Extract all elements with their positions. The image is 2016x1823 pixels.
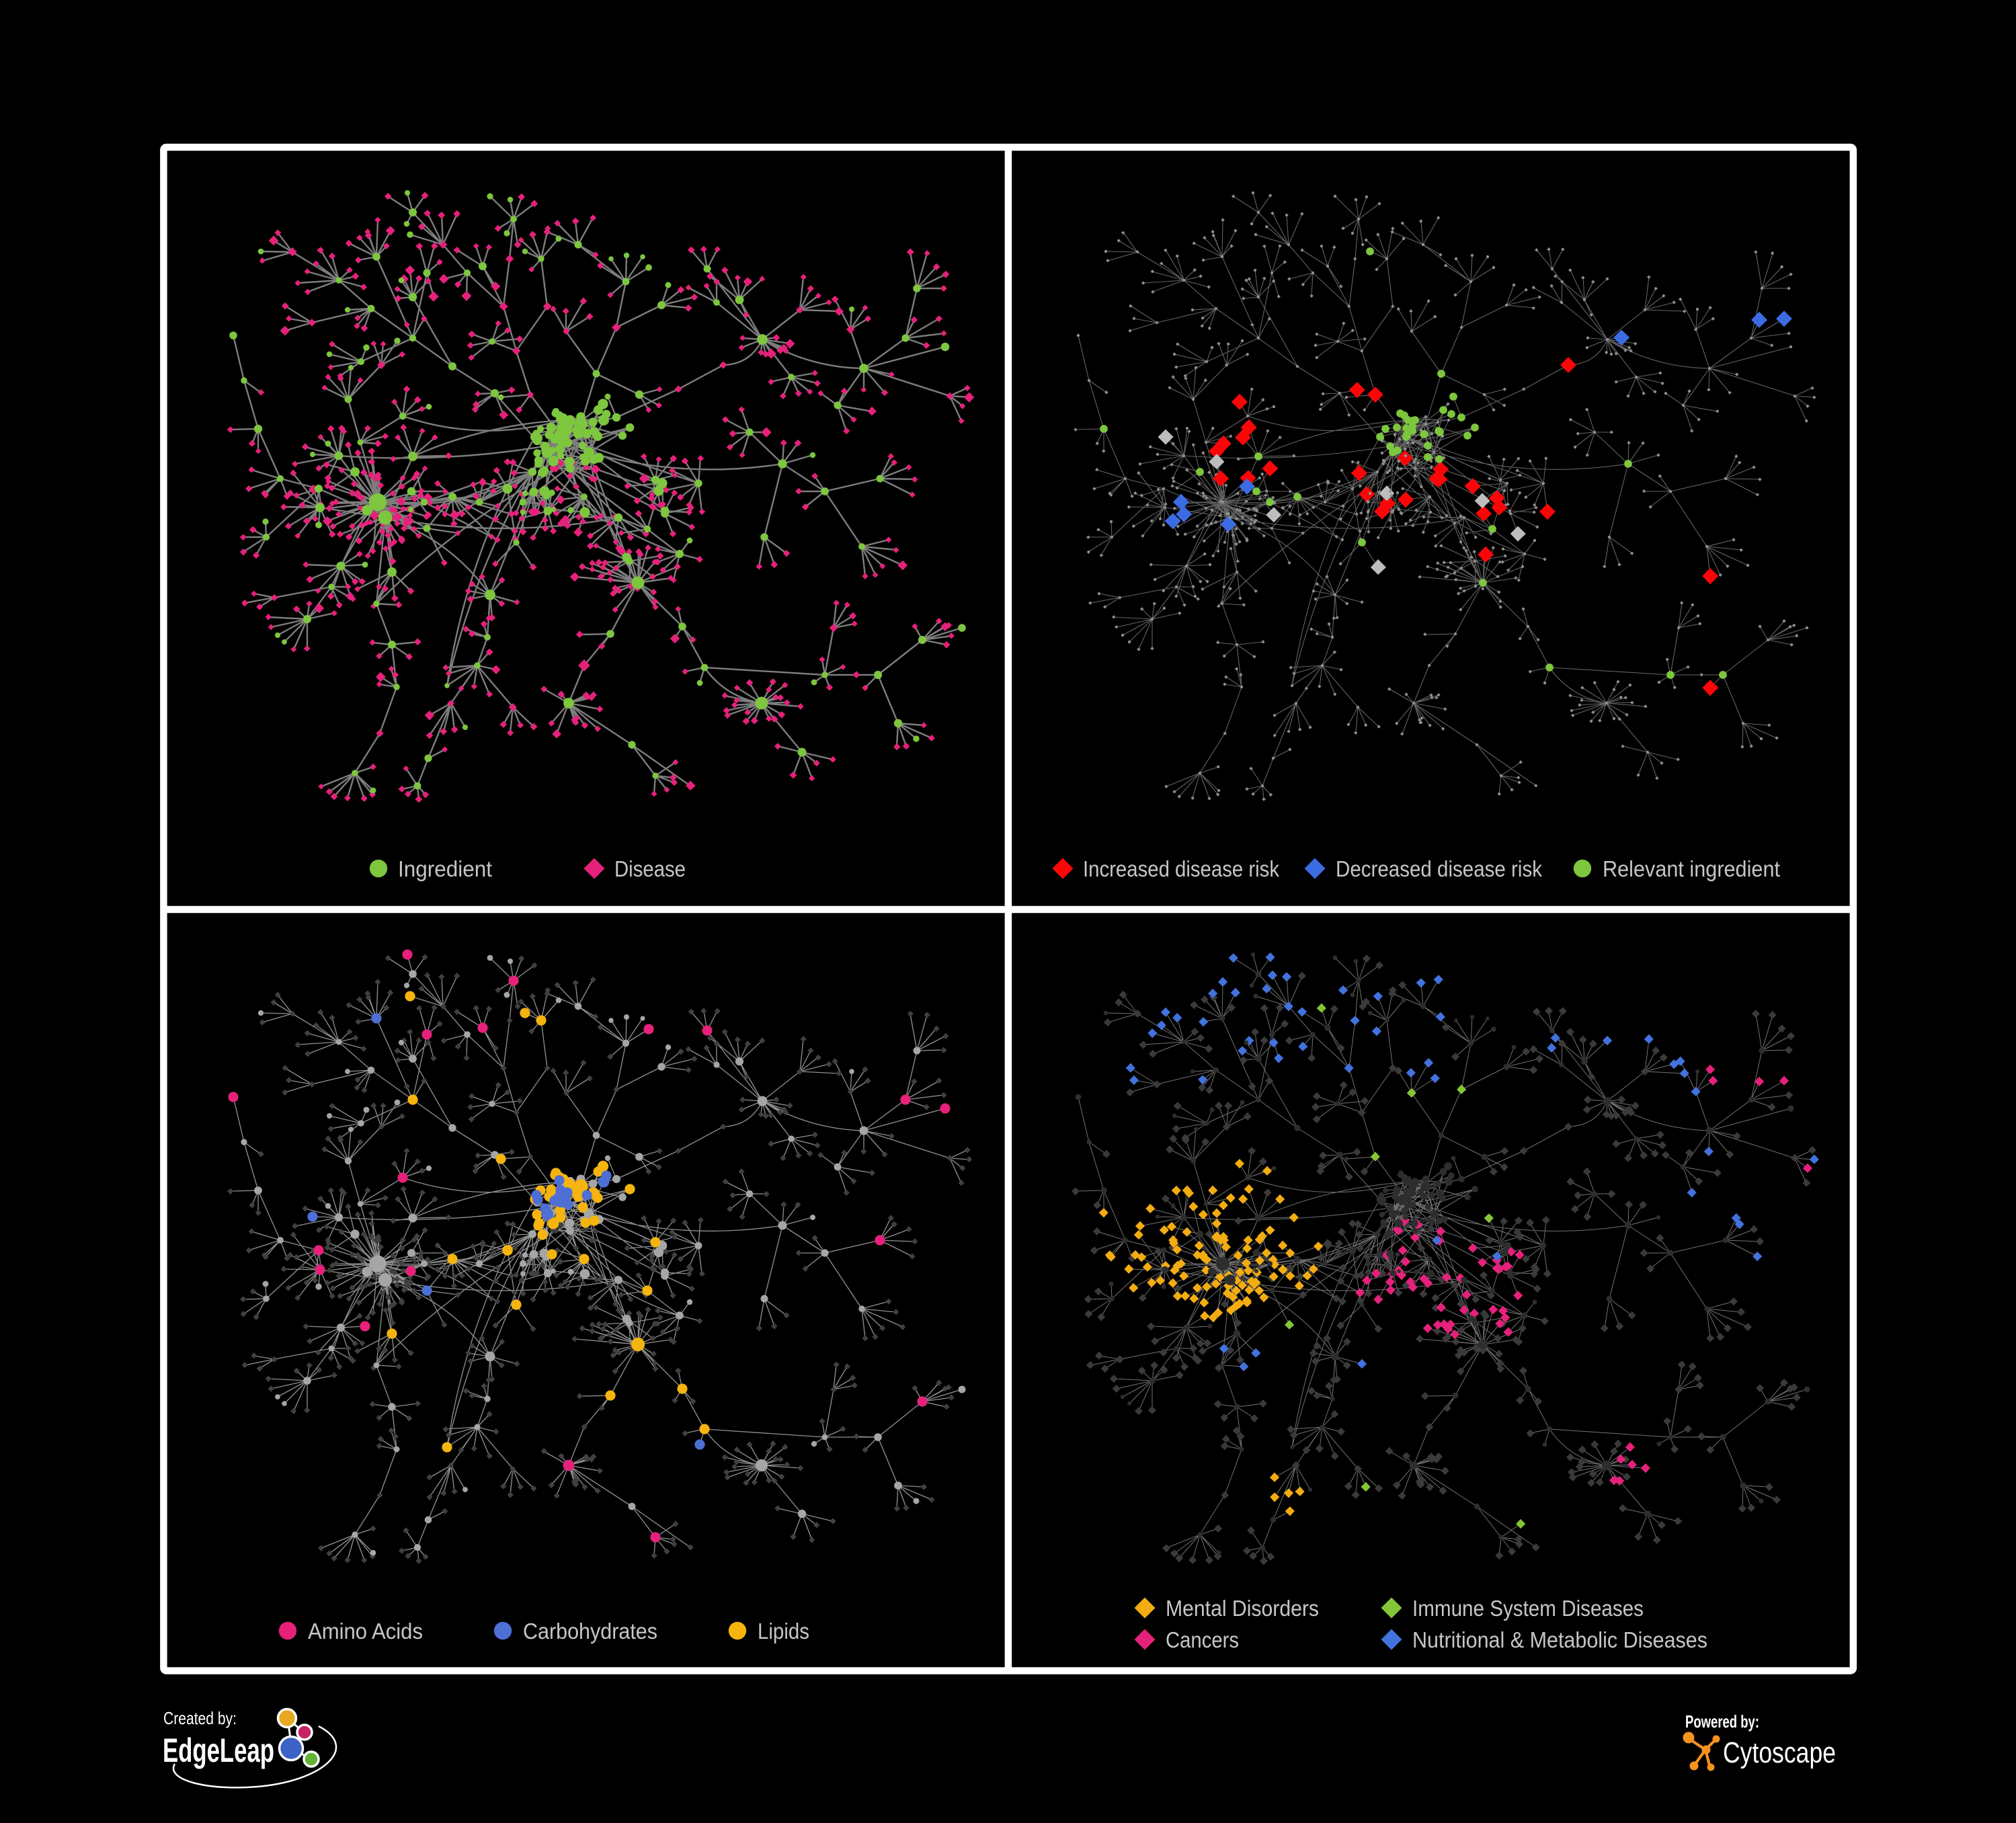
svg-text:Amino Acids: Amino Acids <box>308 1619 423 1644</box>
svg-text:Disease: Disease <box>614 856 686 881</box>
svg-text:EdgeLeap: EdgeLeap <box>163 1732 274 1769</box>
svg-text:Cytoscape: Cytoscape <box>1723 1736 1836 1769</box>
svg-text:Nutritional & Metabolic Diseas: Nutritional & Metabolic Diseases <box>1412 1627 1707 1652</box>
svg-text:Lipids: Lipids <box>758 1619 809 1644</box>
svg-text:Relevant ingredient: Relevant ingredient <box>1603 856 1780 881</box>
svg-text:Cancers: Cancers <box>1166 1627 1239 1652</box>
svg-text:Powered by:: Powered by: <box>1685 1711 1759 1732</box>
svg-text:Ingredient: Ingredient <box>398 856 492 881</box>
svg-text:Carbohydrates: Carbohydrates <box>523 1619 657 1644</box>
svg-text:Created by:: Created by: <box>163 1708 237 1728</box>
svg-text:Mental Disorders: Mental Disorders <box>1166 1596 1319 1621</box>
svg-text:Decreased disease risk: Decreased disease risk <box>1336 856 1542 881</box>
svg-text:Increased disease risk: Increased disease risk <box>1083 856 1279 881</box>
svg-text:Immune System Diseases: Immune System Diseases <box>1412 1596 1644 1621</box>
